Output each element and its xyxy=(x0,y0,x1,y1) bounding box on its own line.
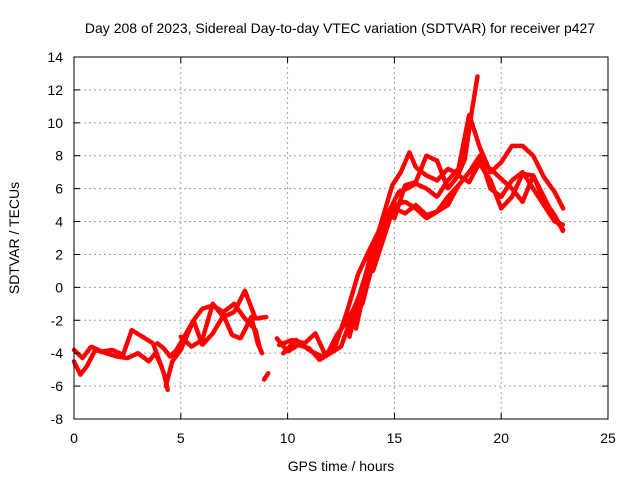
y-tick-label: -2 xyxy=(51,312,64,328)
x-tick-label: 25 xyxy=(600,430,616,446)
x-tick-label: 10 xyxy=(280,430,296,446)
y-tick-label: 12 xyxy=(47,82,63,98)
y-axis-label: SDTVAR / TECUs xyxy=(6,182,22,294)
x-tick-label: 0 xyxy=(70,430,78,446)
chart-title: Day 208 of 2023, Sidereal Day-to-day VTE… xyxy=(85,20,595,36)
series-s6 xyxy=(261,370,271,382)
y-tick-label: 2 xyxy=(55,246,63,262)
y-tick-label: 0 xyxy=(55,279,63,295)
y-tick-label: -8 xyxy=(51,411,64,427)
x-tick-label: 5 xyxy=(177,430,185,446)
x-tick-label: 20 xyxy=(493,430,509,446)
y-tick-label: -4 xyxy=(51,345,64,361)
series-s4 xyxy=(163,313,265,389)
series-s14 xyxy=(392,153,566,234)
series-s10 xyxy=(347,72,480,339)
y-tick-label: 14 xyxy=(47,49,63,65)
grid xyxy=(74,57,608,419)
ticks: 0 5 10 15 20 25 -8 -6 -4 -2 0 2 4 6 8 10 12 14 xyxy=(47,49,616,446)
y-tick-label: -6 xyxy=(51,378,64,394)
series-s3 xyxy=(155,301,263,359)
series-s2 xyxy=(71,327,171,394)
y-tick-label: 4 xyxy=(55,214,63,230)
series-s13 xyxy=(370,153,566,274)
y-tick-label: 8 xyxy=(55,148,63,164)
series-s11 xyxy=(353,112,566,331)
x-axis-label: GPS time / hours xyxy=(288,458,395,474)
series-s1 xyxy=(71,347,164,377)
series-s9 xyxy=(281,227,382,359)
y-tick-label: 10 xyxy=(47,115,63,131)
x-tick-label: 15 xyxy=(387,430,403,446)
plot-frame xyxy=(73,56,609,420)
series-group xyxy=(71,72,566,394)
y-tick-label: 6 xyxy=(55,181,63,197)
series-s5 xyxy=(178,288,269,349)
